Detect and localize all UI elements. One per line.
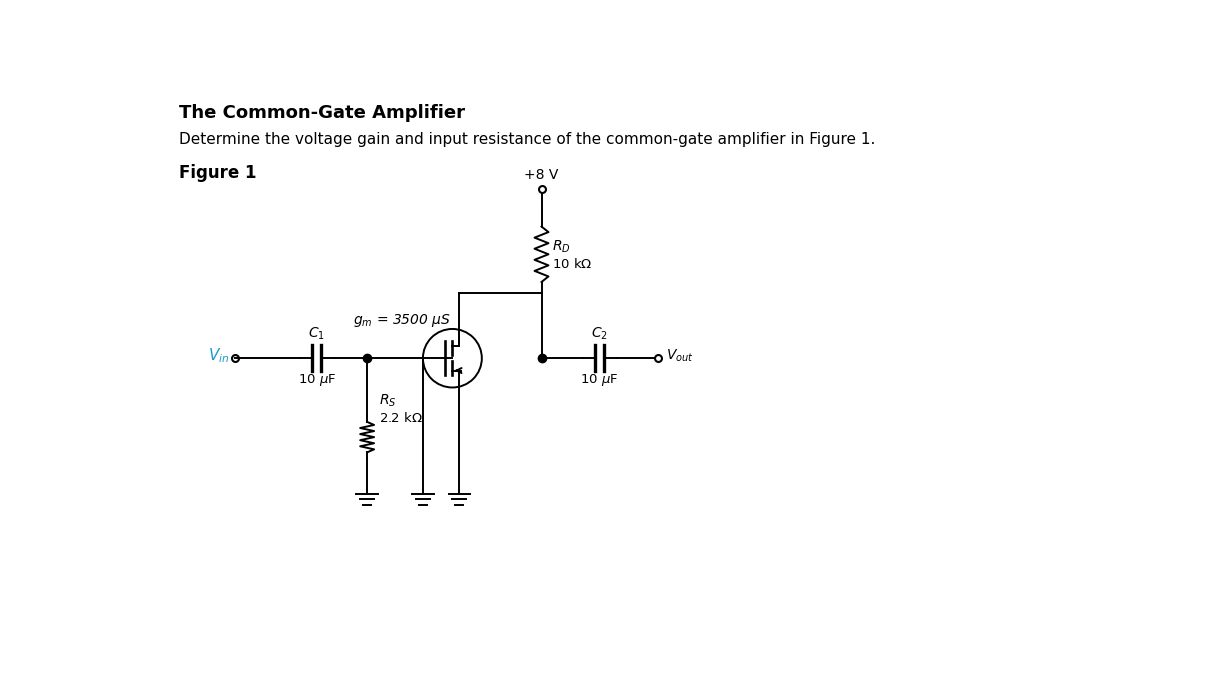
Text: $R_D$: $R_D$ bbox=[552, 239, 572, 255]
Text: The Common-Gate Amplifier: The Common-Gate Amplifier bbox=[179, 104, 464, 122]
Text: $V_{in}$: $V_{in}$ bbox=[208, 347, 229, 365]
Text: $C_2$: $C_2$ bbox=[591, 325, 609, 342]
Text: $V_{out}$: $V_{out}$ bbox=[665, 347, 694, 364]
Text: 2.2 k$\Omega$: 2.2 k$\Omega$ bbox=[378, 411, 423, 425]
Text: 10 $\mu$F: 10 $\mu$F bbox=[580, 372, 618, 388]
Text: $R_S$: $R_S$ bbox=[378, 392, 397, 409]
Text: 10 $\mu$F: 10 $\mu$F bbox=[298, 372, 336, 388]
Text: 10 k$\Omega$: 10 k$\Omega$ bbox=[552, 257, 593, 271]
Text: $g_m$ = 3500 $\mu$S: $g_m$ = 3500 $\mu$S bbox=[354, 312, 451, 329]
Text: +8 V: +8 V bbox=[525, 168, 558, 182]
Text: Determine the voltage gain and input resistance of the common-gate amplifier in : Determine the voltage gain and input res… bbox=[179, 132, 875, 147]
Text: $C_1$: $C_1$ bbox=[308, 325, 325, 342]
Text: Figure 1: Figure 1 bbox=[179, 164, 256, 182]
